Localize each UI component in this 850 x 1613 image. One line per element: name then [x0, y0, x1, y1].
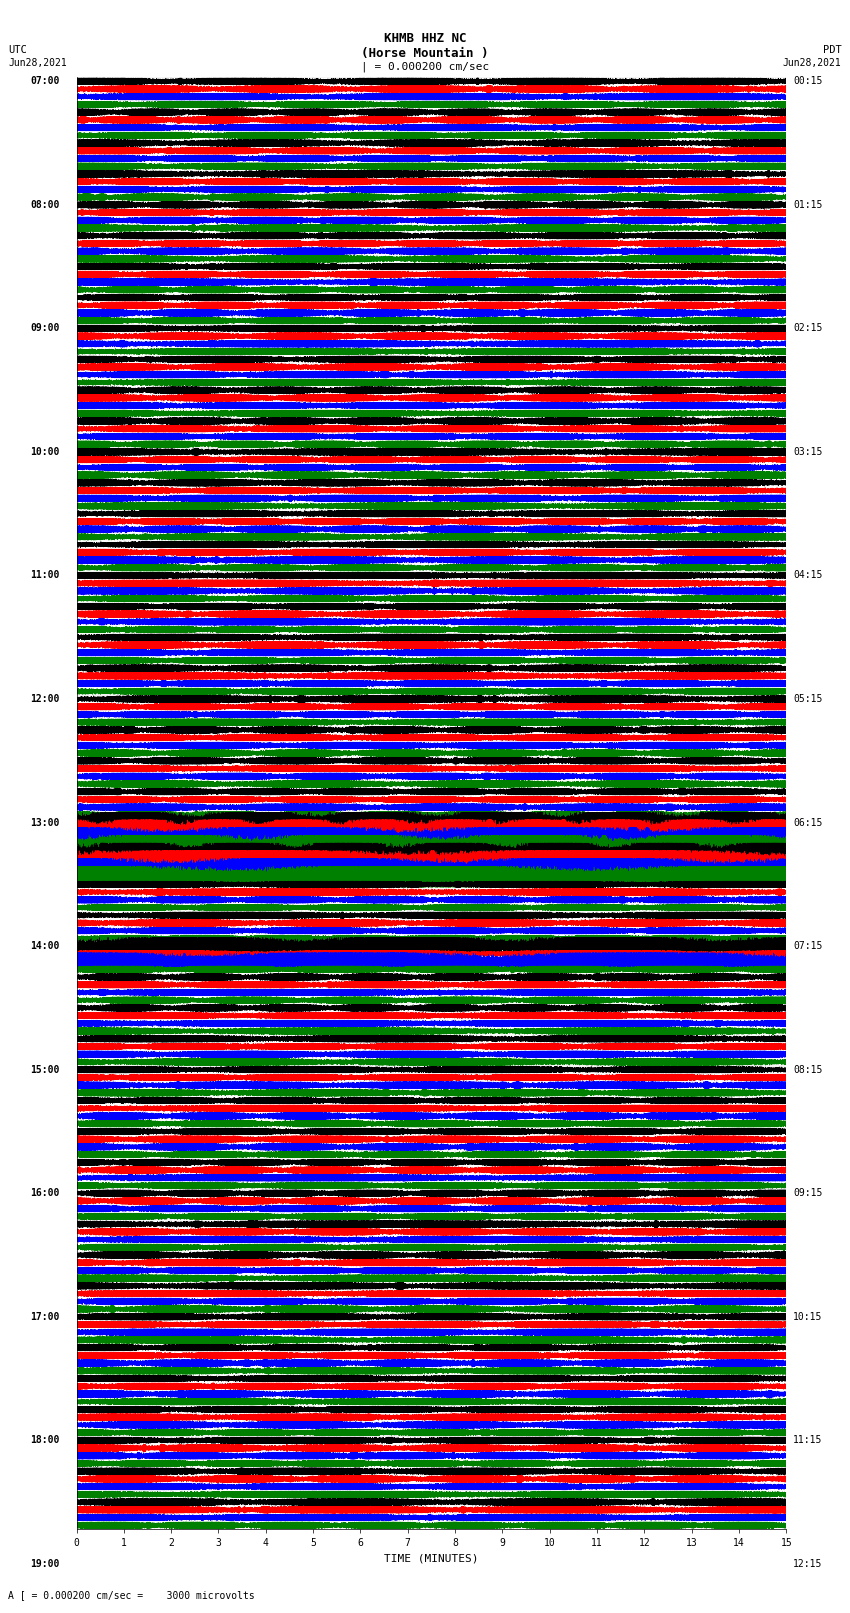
Text: 07:15: 07:15 — [793, 940, 823, 952]
Text: (Horse Mountain ): (Horse Mountain ) — [361, 47, 489, 60]
Text: 14:00: 14:00 — [31, 940, 60, 952]
Text: 01:15: 01:15 — [793, 200, 823, 210]
Text: | = 0.000200 cm/sec: | = 0.000200 cm/sec — [361, 61, 489, 73]
Text: 12:15: 12:15 — [793, 1558, 823, 1569]
Text: PDT: PDT — [823, 45, 842, 55]
Text: 07:00: 07:00 — [31, 76, 60, 85]
Text: 11:15: 11:15 — [793, 1436, 823, 1445]
Text: 15:00: 15:00 — [31, 1065, 60, 1074]
Text: 03:15: 03:15 — [793, 447, 823, 456]
Text: KHMB HHZ NC: KHMB HHZ NC — [383, 32, 467, 45]
Text: 08:15: 08:15 — [793, 1065, 823, 1074]
Text: 04:15: 04:15 — [793, 571, 823, 581]
Text: 13:00: 13:00 — [31, 818, 60, 827]
Text: 12:00: 12:00 — [31, 694, 60, 703]
Text: 18:00: 18:00 — [31, 1436, 60, 1445]
Text: 02:15: 02:15 — [793, 323, 823, 334]
Text: 08:00: 08:00 — [31, 200, 60, 210]
Text: Jun28,2021: Jun28,2021 — [8, 58, 67, 68]
Text: A [ = 0.000200 cm/sec =    3000 microvolts: A [ = 0.000200 cm/sec = 3000 microvolts — [8, 1590, 255, 1600]
Text: 10:15: 10:15 — [793, 1311, 823, 1321]
Text: 00:15: 00:15 — [793, 76, 823, 85]
Text: 06:15: 06:15 — [793, 818, 823, 827]
Text: 09:15: 09:15 — [793, 1189, 823, 1198]
Text: Jun28,2021: Jun28,2021 — [783, 58, 842, 68]
Text: 09:00: 09:00 — [31, 323, 60, 334]
Text: 19:00: 19:00 — [31, 1558, 60, 1569]
Text: UTC: UTC — [8, 45, 27, 55]
Text: 10:00: 10:00 — [31, 447, 60, 456]
X-axis label: TIME (MINUTES): TIME (MINUTES) — [384, 1553, 479, 1563]
Text: 16:00: 16:00 — [31, 1189, 60, 1198]
Text: 17:00: 17:00 — [31, 1311, 60, 1321]
Text: 11:00: 11:00 — [31, 571, 60, 581]
Text: 05:15: 05:15 — [793, 694, 823, 703]
